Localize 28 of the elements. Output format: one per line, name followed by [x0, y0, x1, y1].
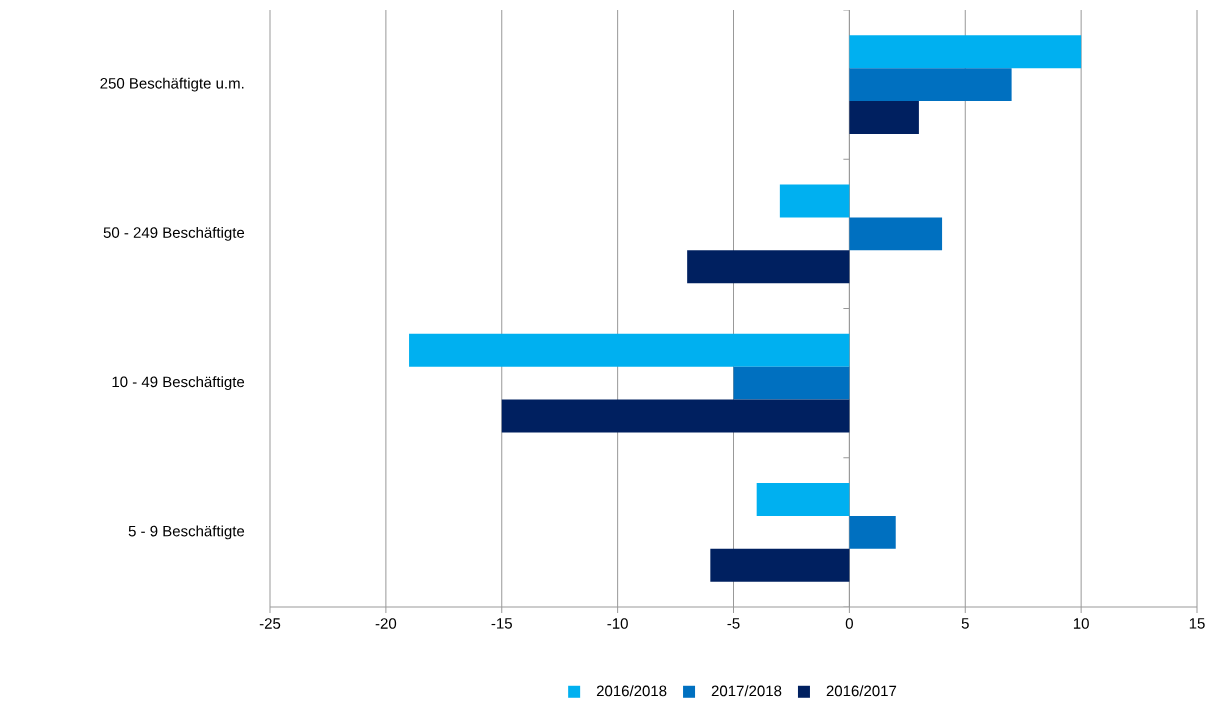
y-tick-label: 5 - 9 Beschäftigte — [128, 525, 245, 540]
bar — [710, 548, 850, 582]
x-tick-label: -15 — [491, 618, 512, 629]
x-tick-label: -25 — [259, 618, 281, 629]
x-tick-label: 0 — [845, 618, 853, 629]
bar — [687, 250, 850, 284]
bar — [849, 101, 919, 134]
x-tick-label: -20 — [375, 618, 397, 629]
legend-label: 2016/2018 — [596, 685, 667, 697]
x-tick-label: -5 — [727, 618, 740, 629]
bar — [756, 483, 850, 516]
bar — [779, 184, 850, 218]
bar — [733, 366, 850, 400]
x-tick-label: 5 — [961, 618, 969, 629]
x-tick-label: 15 — [1189, 618, 1205, 629]
bar — [849, 68, 1012, 102]
x-tick-label: -10 — [607, 618, 628, 629]
bar — [501, 399, 850, 433]
y-tick-label: 10 - 49 Beschäftigte — [112, 376, 245, 391]
legend-label: 2016/2017 — [826, 685, 897, 697]
bar — [849, 515, 896, 549]
bar — [409, 333, 850, 367]
legend-label: 2017/2018 — [711, 685, 782, 697]
bar — [849, 217, 943, 251]
y-tick-label: 250 Beschäftigte u.m. — [100, 77, 244, 92]
bar — [849, 35, 1082, 69]
y-tick-label: 50 - 249 Beschäftigte — [103, 226, 245, 241]
x-tick-label: 10 — [1073, 618, 1089, 629]
